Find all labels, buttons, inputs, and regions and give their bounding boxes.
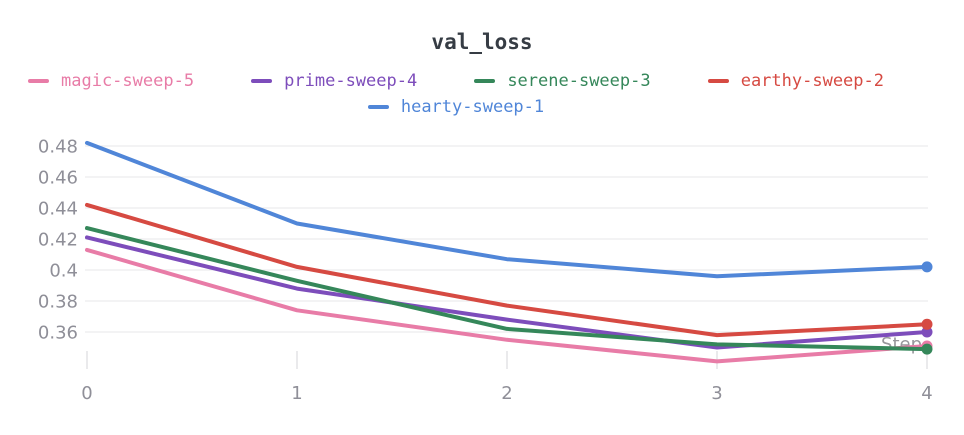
x-axis-label: 3 — [711, 383, 722, 404]
series-endpoint-dot-serene-sweep-3[interactable] — [921, 343, 933, 355]
legend-swatch — [707, 79, 729, 83]
legend-row-1: magic-sweep-5 prime-sweep-4 serene-sweep-3… — [28, 71, 884, 91]
legend-item-hearty-sweep-1[interactable]: hearty-sweep-1 — [367, 97, 545, 117]
y-axis-label: 0.38 — [38, 291, 78, 312]
y-axis-label: 0.36 — [38, 322, 78, 343]
legend-label: serene-sweep-3 — [507, 71, 651, 91]
series-endpoint-dot-hearty-sweep-1[interactable] — [921, 261, 933, 273]
legend-item-magic-sweep-5[interactable]: magic-sweep-5 — [28, 71, 194, 91]
x-axis-label: 2 — [501, 383, 512, 404]
series-line-serene-sweep-3[interactable] — [85, 226, 929, 352]
y-axis-label: 0.42 — [38, 229, 78, 250]
series-line-earthy-sweep-2[interactable] — [85, 202, 929, 338]
legend-swatch — [251, 79, 273, 83]
y-axis-label: 0.48 — [38, 136, 78, 157]
legend-label: hearty-sweep-1 — [400, 97, 545, 117]
series-line-magic-sweep-5[interactable] — [85, 247, 929, 364]
chart-title: val_loss — [431, 30, 533, 54]
legend-label: earthy-sweep-2 — [740, 71, 884, 91]
y-axis-label: 0.44 — [38, 198, 78, 219]
x-axis-label: 0 — [81, 383, 92, 404]
legend-swatch — [28, 79, 49, 83]
series-endpoint-dot-prime-sweep-4[interactable] — [921, 326, 933, 338]
legend-swatch — [367, 105, 389, 109]
legend-swatch — [474, 79, 496, 83]
legend-row-2: hearty-sweep-1 — [28, 97, 884, 117]
legend-item-serene-sweep-3[interactable]: serene-sweep-3 — [474, 71, 651, 91]
x-axis-label: 1 — [291, 383, 302, 404]
series-line-hearty-sweep-1[interactable] — [85, 140, 929, 279]
x-axis-title: Step — [881, 334, 922, 355]
y-axis-label: 0.4 — [49, 260, 78, 281]
legend-item-prime-sweep-4[interactable]: prime-sweep-4 — [251, 71, 417, 91]
legend-label: magic-sweep-5 — [61, 71, 195, 91]
legend-label: prime-sweep-4 — [284, 71, 418, 91]
y-axis-label: 0.46 — [38, 167, 78, 188]
series-line-prime-sweep-4[interactable] — [85, 235, 929, 350]
legend-item-earthy-sweep-2[interactable]: earthy-sweep-2 — [707, 71, 884, 91]
series-endpoint-dot-earthy-sweep-2[interactable] — [921, 318, 933, 330]
x-axis-label: 4 — [921, 383, 932, 404]
